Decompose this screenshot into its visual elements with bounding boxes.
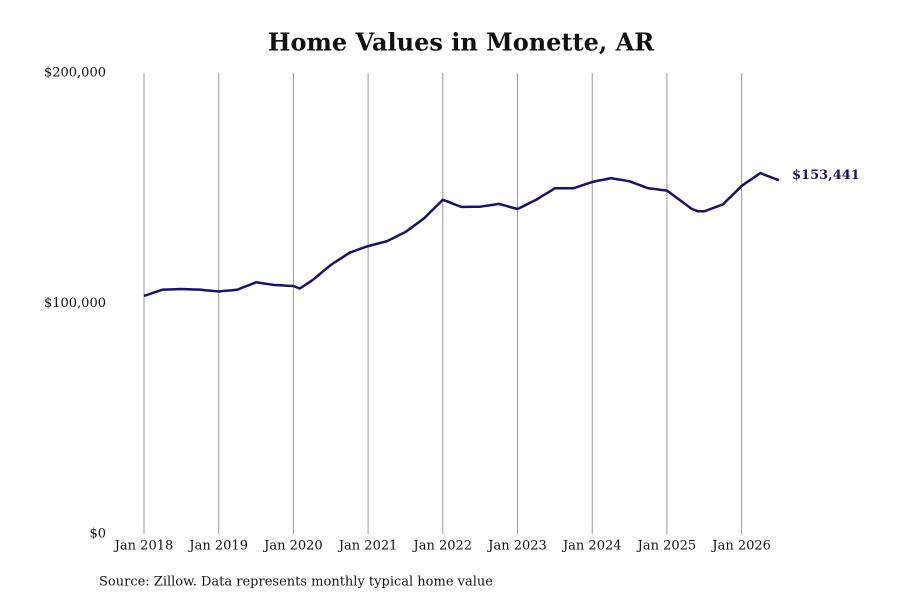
x-tick-label: Jan 2021 (337, 539, 398, 554)
x-tick-label: Jan 2024 (561, 539, 622, 554)
line (143, 171, 780, 298)
x-tick-label: Jan 2018 (113, 539, 174, 554)
chart-title: Home Values in Monette, AR (268, 28, 655, 57)
y-tick-label: $100,000 (44, 296, 106, 311)
y-tick-label: $200,000 (44, 66, 106, 81)
source-note: Source: Zillow. Data represents monthly … (99, 575, 493, 590)
x-tick-label: Jan 2025 (636, 539, 697, 554)
x-tick-label: Jan 2022 (412, 539, 473, 554)
x-tick-label: Jan 2026 (710, 539, 771, 554)
x-tick-label: Jan 2023 (486, 539, 547, 554)
end-value-label: $153,441 (792, 168, 860, 183)
y-tick-label: $0 (89, 527, 106, 542)
x-tick-label: Jan 2020 (262, 539, 323, 554)
x-tick-label: Jan 2019 (187, 539, 248, 554)
